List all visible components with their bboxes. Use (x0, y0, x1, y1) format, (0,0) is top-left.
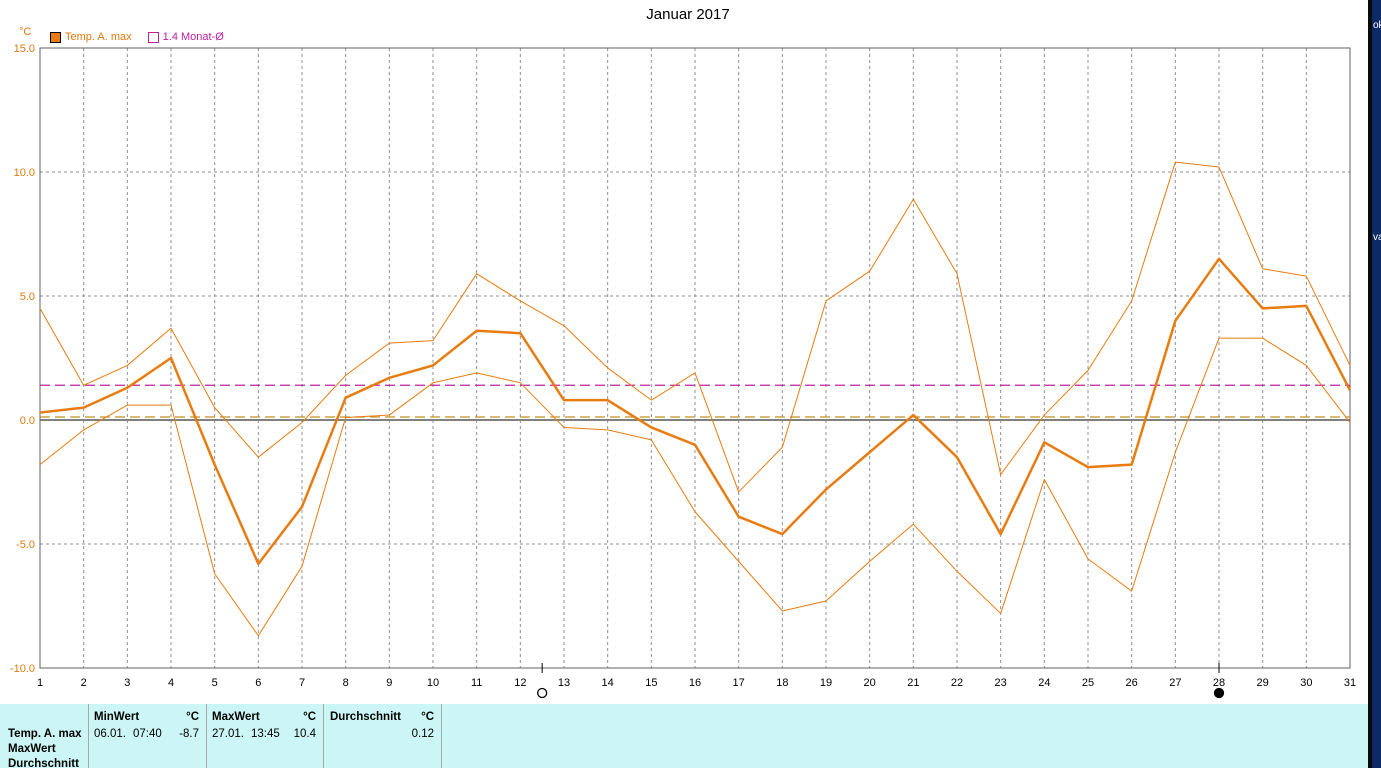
y-tick-label: 10.0 (14, 167, 35, 179)
x-tick-label: 23 (995, 677, 1007, 689)
chart-title: Januar 2017 (646, 6, 730, 23)
x-tick-label: 28 (1213, 677, 1225, 689)
x-tick-label: 19 (820, 677, 832, 689)
stats-avg-column: Durchschnitt °C 0.12 (324, 704, 442, 768)
x-tick-label: 16 (689, 677, 701, 689)
row-label: Temp. A. max (8, 728, 82, 740)
x-tick-label: 13 (558, 677, 570, 689)
legend-swatch-outline-icon (147, 31, 159, 43)
stats-min-column: MinWert °C 06.01. 07:40 -8.7 (89, 704, 207, 768)
y-tick-label: 15.0 (14, 43, 35, 55)
avg-value: 0.12 (411, 728, 434, 740)
y-axis-unit: °C (19, 26, 32, 38)
plot-frame (39, 47, 1351, 669)
x-tick-label: 18 (776, 677, 788, 689)
max-unit: °C (303, 711, 316, 723)
max-header: MaxWert (212, 711, 260, 723)
edge-text: va (1373, 232, 1381, 243)
x-tick-label: 7 (299, 677, 305, 689)
min-unit: °C (186, 711, 199, 723)
row-label: Durchschnitt (8, 758, 79, 770)
x-tick-label: 9 (386, 677, 392, 689)
legend-item-temp[interactable]: Temp. A. max (50, 31, 132, 43)
y-tick-label: 5.0 (20, 291, 35, 303)
x-tick-label: 10 (427, 677, 439, 689)
row-label: MaxWert (8, 743, 56, 755)
edge-text: ok (1373, 20, 1381, 31)
series-line (39, 257, 1352, 566)
avg-unit: °C (421, 711, 434, 723)
x-tick-label: 20 (864, 677, 876, 689)
x-tick-label: 6 (255, 677, 261, 689)
legend-label: Temp. A. max (65, 31, 132, 43)
legend-swatch-filled-icon (50, 31, 61, 43)
x-tick-label: 12 (514, 677, 526, 689)
y-tick-label: 0.0 (20, 415, 35, 427)
x-tick-label: 25 (1082, 677, 1094, 689)
x-tick-label: 15 (645, 677, 657, 689)
x-tick-label: 17 (733, 677, 745, 689)
stats-max-column: MaxWert °C 27.01. 13:45 10.4 (207, 704, 324, 768)
max-value: 10.4 (293, 728, 316, 740)
x-tick-label: 11 (471, 677, 482, 689)
x-tick-label: 30 (1300, 677, 1312, 689)
scrollbar-strip[interactable] (1368, 0, 1372, 768)
new-moon-icon (1213, 687, 1225, 699)
x-tick-label: 4 (168, 677, 174, 689)
legend-item-monthly-avg[interactable]: 1.4 Monat-Ø (147, 31, 224, 43)
series-line (39, 337, 1351, 637)
min-value: -8.7 (179, 728, 199, 740)
x-tick-label: 8 (343, 677, 349, 689)
x-tick-label: 21 (907, 677, 919, 689)
x-tick-label: 24 (1038, 677, 1050, 689)
min-date: 06.01. (94, 728, 126, 740)
stats-row-labels: Temp. A. max MaxWert Durchschnitt (0, 704, 89, 770)
avg-header: Durchschnitt (330, 711, 401, 723)
series-line (39, 161, 1351, 493)
max-time: 13:45 (251, 728, 280, 740)
legend-label: 1.4 Monat-Ø (162, 31, 224, 43)
x-tick-label: 2 (81, 677, 87, 689)
x-tick-label: 31 (1344, 677, 1356, 689)
y-tick-label: -10.0 (10, 663, 35, 675)
stats-panel: Temp. A. max MaxWert Durchschnitt MinWer… (0, 704, 1368, 770)
full-moon-icon (537, 687, 548, 699)
legend: Temp. A. max 1.4 Monat-Ø (50, 31, 224, 43)
x-tick-label: 14 (602, 677, 614, 689)
min-header: MinWert (94, 711, 140, 723)
x-tick-label: 26 (1126, 677, 1138, 689)
x-tick-label: 3 (124, 677, 130, 689)
max-date: 27.01. (212, 728, 244, 740)
y-tick-label: -5.0 (16, 539, 35, 551)
x-tick-label: 27 (1169, 677, 1181, 689)
window-edge: ok va (1368, 0, 1381, 768)
x-tick-label: 5 (212, 677, 218, 689)
x-tick-label: 1 (37, 677, 43, 689)
min-time: 07:40 (133, 728, 162, 740)
x-tick-label: 29 (1257, 677, 1269, 689)
chart-area: 15.010.05.00.0-5.0-10.01 2 3 4 5 6 7 8 9 10 11 12 13… (10, 43, 1356, 699)
x-tick-label: 22 (951, 677, 963, 689)
